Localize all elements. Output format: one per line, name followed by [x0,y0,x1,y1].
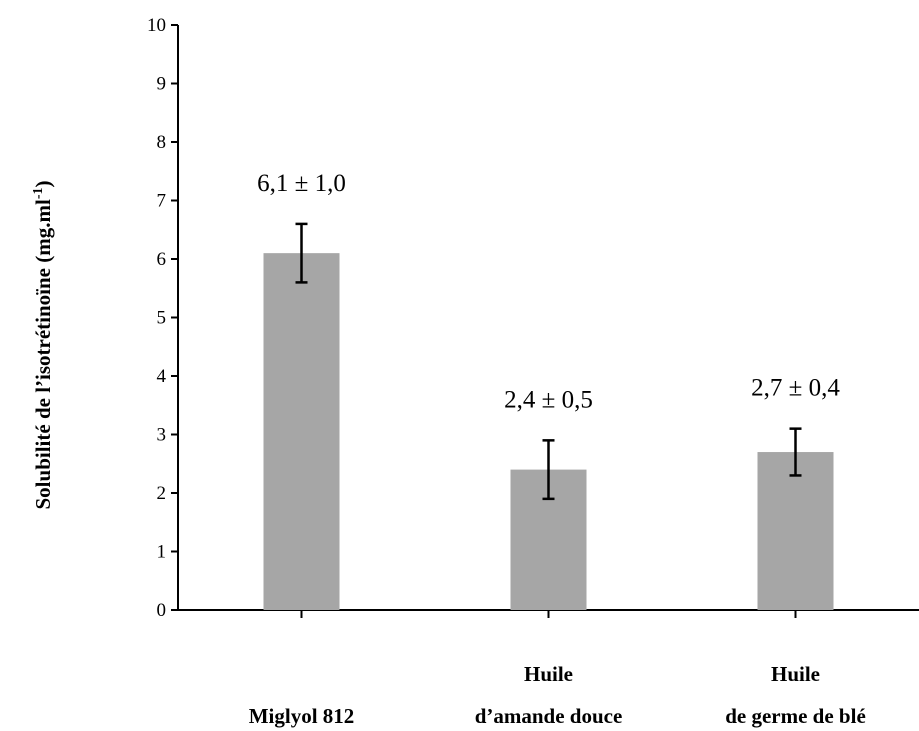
y-tick-label: 0 [157,600,167,621]
category-label: d’amande douce [475,704,623,728]
data-label: 2,4 ± 0,5 [504,386,593,413]
y-tick-label: 1 [157,542,167,563]
y-tick-label: 2 [157,483,167,504]
y-tick-label: 3 [157,425,167,446]
y-tick-label: 10 [147,15,166,36]
bar [263,253,340,610]
category-label: Miglyol 812 [249,704,355,728]
y-tick-label: 9 [157,74,167,95]
bar [757,452,834,610]
bars [263,222,834,610]
y-tick-label: 4 [157,366,167,387]
category-label: Huile [771,662,820,686]
y-tick-label: 8 [157,132,167,153]
y-axis-title-main: Solubilité de l’isotrétinoïne (mg.ml [31,199,55,509]
y-tick-label: 5 [157,308,167,329]
y-tick-label: 6 [157,249,167,270]
y-axis-title: Solubilité de l’isotrétinoïne (mg.ml-1) [31,181,55,510]
category-label: de germe de blé [725,704,866,728]
data-label: 2,7 ± 0,4 [751,375,840,402]
y-axis-title-end: ) [31,181,55,188]
labels: 6,1 ± 1,0 2,4 ± 0,5 2,7 ± 0,4 Miglyol 812 Hu… [249,170,866,728]
category-label: Huile [524,662,573,686]
y-tick-label: 7 [157,191,167,212]
data-label: 6,1 ± 1,0 [257,170,346,197]
y-axis-title-superscript: -1 [31,188,46,200]
